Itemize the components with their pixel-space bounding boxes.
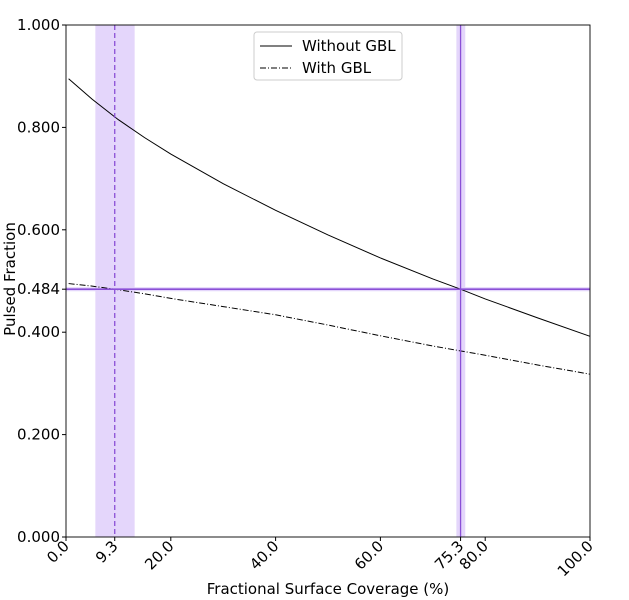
x-axis-ticks: 0.0 9.3 20.0 40.0 60.0 75.380.0 100.0 bbox=[43, 537, 597, 580]
y-tick-label: 0.600 bbox=[17, 221, 60, 239]
x-tick-label: 100.0 bbox=[554, 537, 597, 580]
x-tick-label: 40.0 bbox=[246, 537, 282, 573]
plot-frame bbox=[65, 24, 591, 538]
series-line-without-gbl bbox=[68, 78, 591, 337]
series-line-with-gbl bbox=[68, 283, 591, 375]
y-axis-title: Pulsed Fraction bbox=[1, 222, 19, 336]
y-tick-label: 1.000 bbox=[17, 16, 60, 34]
x-tick-label: 80.0 bbox=[456, 537, 492, 573]
x-tick-label: 9.3 bbox=[92, 537, 122, 567]
y-tick-label: 0.484 bbox=[17, 280, 60, 298]
legend-label-without-gbl: Without GBL bbox=[302, 37, 396, 55]
x-tick-label: 60.0 bbox=[351, 537, 387, 573]
y-tick-label: 0.200 bbox=[17, 426, 60, 444]
y-tick-label: 0.000 bbox=[17, 528, 60, 546]
x-axis-title: Fractional Surface Coverage (%) bbox=[207, 580, 450, 598]
legend: Without GBL With GBL bbox=[253, 31, 403, 81]
y-axis-ticks: 0.000 0.200 0.400 0.484 0.600 0.800 1.000 bbox=[17, 16, 66, 546]
series-layer bbox=[68, 78, 591, 375]
legend-label-with-gbl: With GBL bbox=[302, 59, 372, 77]
highlight-bands bbox=[66, 25, 590, 537]
y-tick-label: 0.400 bbox=[17, 323, 60, 341]
reference-lines bbox=[66, 25, 590, 537]
y-tick-label: 0.800 bbox=[17, 118, 60, 136]
x-tick-label: 20.0 bbox=[141, 537, 177, 573]
